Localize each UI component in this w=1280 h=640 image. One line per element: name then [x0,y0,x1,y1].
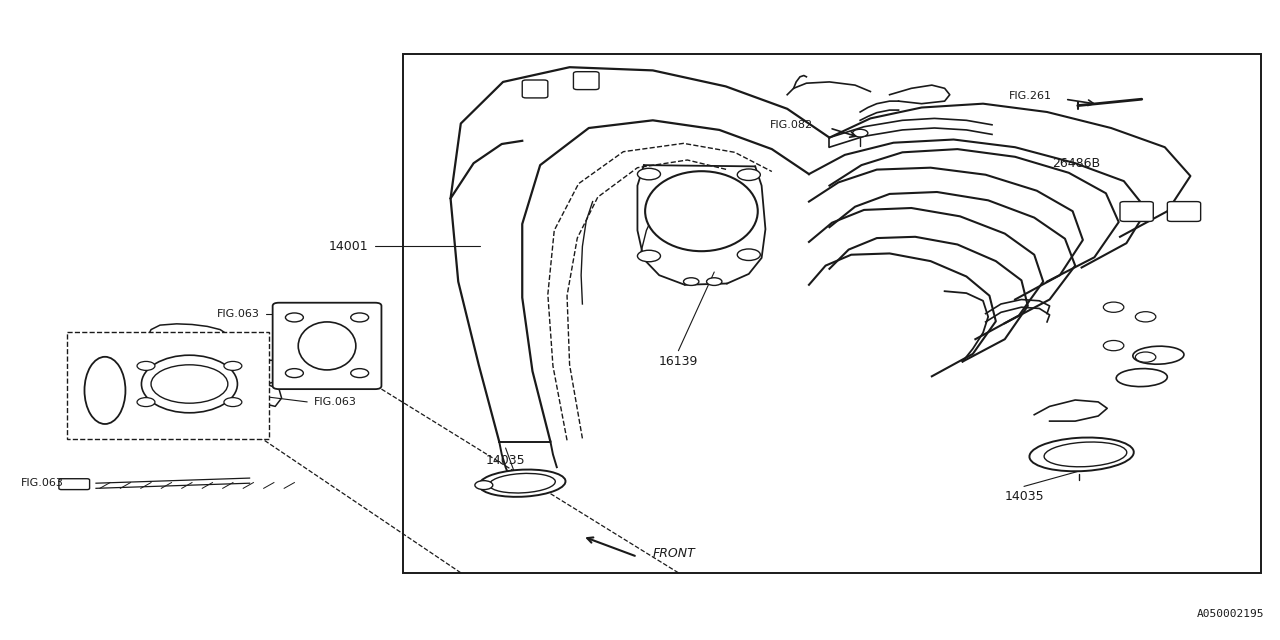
Circle shape [637,168,660,180]
Circle shape [285,369,303,378]
Circle shape [1103,340,1124,351]
Circle shape [1103,302,1124,312]
Circle shape [224,397,242,406]
FancyBboxPatch shape [573,72,599,90]
FancyBboxPatch shape [1120,202,1153,221]
Text: FIG.063: FIG.063 [22,478,64,488]
Text: FIG.261: FIG.261 [1009,91,1052,101]
FancyBboxPatch shape [59,479,90,490]
Circle shape [475,481,493,490]
Text: 14035: 14035 [1005,490,1043,502]
Ellipse shape [489,474,556,493]
Circle shape [707,278,722,285]
Circle shape [351,313,369,322]
Ellipse shape [1116,369,1167,387]
Bar [67,332,269,439]
Circle shape [684,278,699,285]
Ellipse shape [1133,346,1184,364]
FancyBboxPatch shape [273,303,381,389]
Text: 14035: 14035 [486,454,525,467]
Text: FRONT: FRONT [653,547,695,560]
Circle shape [737,249,760,260]
Text: FIG.063: FIG.063 [314,397,356,407]
Circle shape [637,250,660,262]
Circle shape [285,313,303,322]
Ellipse shape [645,172,758,252]
FancyBboxPatch shape [1167,202,1201,221]
Text: FIG.082: FIG.082 [769,120,813,130]
Ellipse shape [298,322,356,370]
Ellipse shape [479,470,566,497]
Text: 14001: 14001 [329,240,369,253]
Ellipse shape [1029,438,1134,471]
Circle shape [1135,352,1156,362]
Circle shape [137,362,155,371]
Text: 26486B: 26486B [1052,157,1101,170]
Ellipse shape [141,355,238,413]
Ellipse shape [84,356,125,424]
Text: A050002195: A050002195 [1197,609,1265,620]
Circle shape [137,397,155,406]
Bar [403,54,1261,573]
Text: 16139: 16139 [659,355,698,368]
Circle shape [351,369,369,378]
FancyBboxPatch shape [522,80,548,98]
Circle shape [1135,312,1156,322]
Circle shape [737,169,760,180]
Circle shape [151,365,228,403]
Text: FIG.063: FIG.063 [218,308,260,319]
Ellipse shape [1044,442,1126,467]
Circle shape [224,362,242,371]
Circle shape [852,129,868,137]
